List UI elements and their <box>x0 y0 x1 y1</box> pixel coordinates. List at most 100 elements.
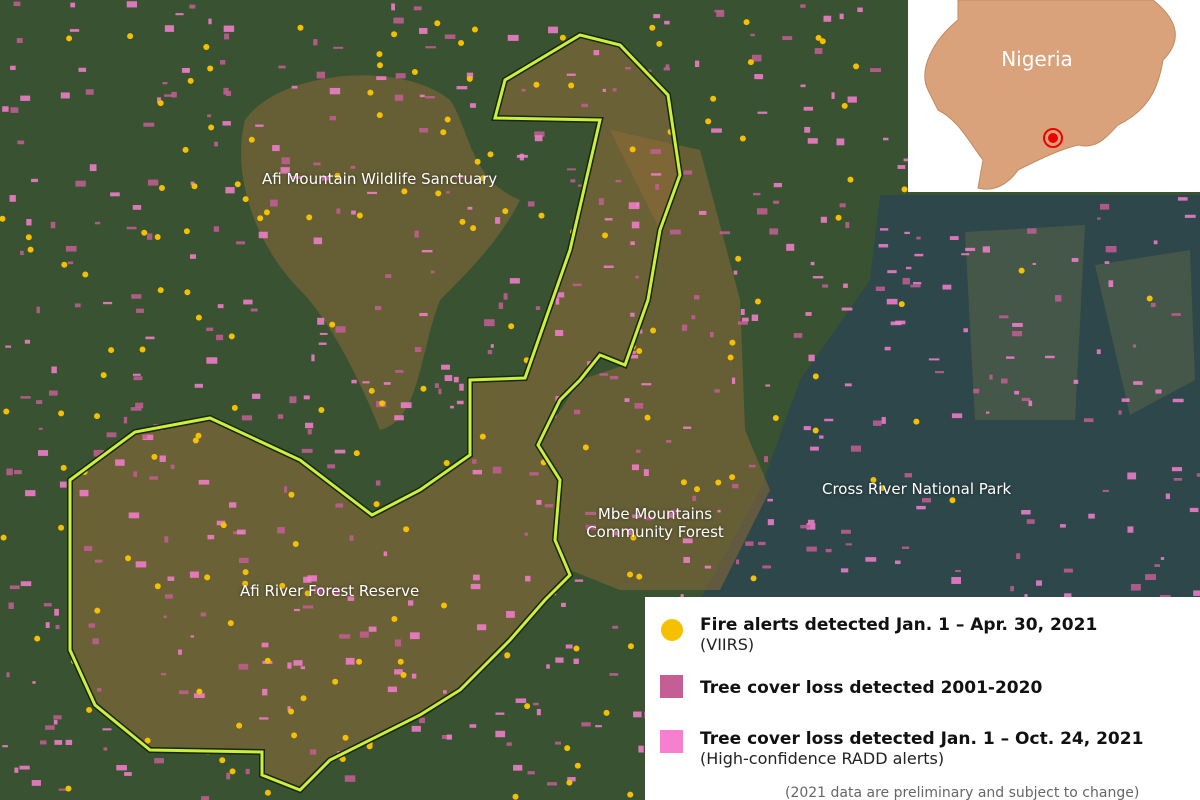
fire-dot <box>735 255 742 262</box>
fire-dot <box>391 31 398 38</box>
loss-patch <box>443 690 447 694</box>
loss-patch <box>327 464 336 469</box>
loss-patch <box>839 203 846 208</box>
loss-patch <box>585 524 597 530</box>
fire-dot <box>841 102 848 109</box>
loss-patch <box>419 27 428 34</box>
loss-patch <box>207 534 215 540</box>
loss-patch <box>259 717 269 720</box>
loss-patch <box>1132 344 1137 348</box>
loss-patch <box>1088 513 1095 519</box>
loss-patch <box>335 503 344 508</box>
loss-patch <box>902 277 910 285</box>
loss-patch <box>135 561 147 568</box>
loss-patch <box>133 471 138 477</box>
loss-patch <box>555 657 564 663</box>
fire-dot <box>502 208 509 215</box>
loss-patch <box>164 536 169 543</box>
loss-patch <box>430 270 435 274</box>
loss-patch <box>904 231 910 235</box>
loss-patch <box>566 168 576 171</box>
loss-patch <box>411 725 421 732</box>
fire-dot <box>559 34 566 41</box>
loss-patch <box>1165 493 1170 500</box>
loss-patch <box>1172 398 1184 403</box>
loss-patch <box>236 241 246 245</box>
loss-patch <box>1045 355 1055 359</box>
fire-dot <box>879 485 886 492</box>
loss-patch <box>773 182 782 188</box>
loss-patch <box>359 631 369 638</box>
loss-patch <box>841 307 853 311</box>
loss-patch <box>534 131 545 137</box>
loss-patch <box>136 308 144 313</box>
fire-dot <box>471 26 478 33</box>
fire-dot <box>573 645 580 652</box>
loss-patch <box>17 140 25 145</box>
loss-patch <box>339 634 351 639</box>
fire-dot <box>898 301 905 308</box>
loss-patch <box>159 455 166 462</box>
loss-patch <box>555 297 560 305</box>
loss-patch <box>425 96 435 99</box>
loss-patch <box>351 379 357 384</box>
loss-patch <box>165 594 173 599</box>
area-label: Cross River National Park <box>822 480 1012 498</box>
fire-dot <box>257 215 264 222</box>
loss-patch <box>60 92 70 99</box>
fire-dot <box>158 184 165 191</box>
fire-dot <box>819 38 826 45</box>
loss-patch <box>281 157 290 165</box>
loss-patch <box>294 608 300 612</box>
loss-patch <box>135 402 144 409</box>
fire-dot <box>108 347 115 354</box>
loss-patch <box>38 450 49 456</box>
loss-patch <box>484 319 495 327</box>
loss-patch <box>698 210 707 215</box>
loss-patch <box>881 416 886 424</box>
loss-patch <box>170 464 175 470</box>
loss-patch <box>455 176 465 179</box>
fire-dot <box>183 228 190 235</box>
fire-dot <box>144 737 151 744</box>
fire-dot <box>649 24 656 31</box>
loss-patch <box>278 65 286 69</box>
loss-patch <box>626 528 632 536</box>
fire-dot <box>356 212 363 219</box>
loss-patch <box>716 11 725 17</box>
loss-patch <box>6 468 13 476</box>
loss-patch <box>400 402 412 409</box>
loss-patch <box>836 138 845 146</box>
loss-patch <box>317 317 325 325</box>
loss-patch <box>128 512 140 519</box>
fire-dot <box>1018 267 1025 274</box>
loss-patch <box>714 9 724 13</box>
loss-patch <box>162 82 168 85</box>
loss-patch <box>887 270 897 274</box>
loss-patch <box>143 122 155 127</box>
loss-patch <box>1012 322 1023 327</box>
fire-dot <box>627 643 634 650</box>
loss-patch <box>942 284 952 290</box>
loss-patch <box>368 626 377 632</box>
fire-dot <box>524 703 531 710</box>
loss-patch <box>241 415 253 421</box>
loss-patch <box>516 154 528 158</box>
loss-patch <box>951 577 961 584</box>
loss-patch <box>395 73 406 79</box>
fire-dot <box>680 479 687 486</box>
loss-patch <box>31 178 38 183</box>
loss-patch <box>1021 510 1031 515</box>
loss-patch <box>313 162 321 166</box>
loss-patch <box>812 276 824 279</box>
fire-dot <box>288 491 295 498</box>
loss-patch <box>631 464 639 471</box>
loss-patch <box>116 765 127 771</box>
loss-patch <box>145 336 155 340</box>
loss-patch <box>546 664 550 669</box>
fire-dot <box>870 477 877 484</box>
loss-patch <box>683 170 693 175</box>
fire-dot <box>184 289 191 296</box>
fire-dot <box>192 437 199 444</box>
loss-patch <box>226 90 232 96</box>
